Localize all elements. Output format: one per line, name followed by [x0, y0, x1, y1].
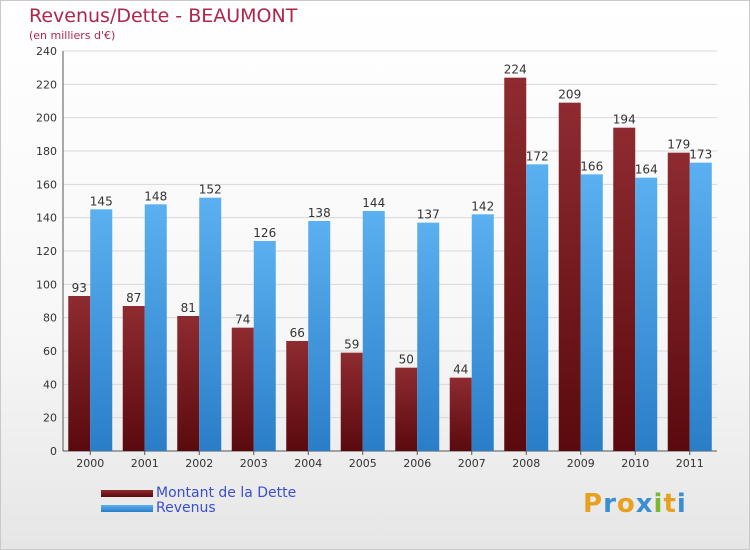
bar-dette	[122, 306, 145, 451]
bar-dette	[558, 102, 581, 452]
bar-revenus	[308, 221, 331, 451]
data-label-dette: 59	[344, 338, 359, 352]
data-label-dette: 74	[235, 313, 250, 327]
data-label-dette: 209	[558, 88, 581, 102]
y-tick-label: 60	[43, 345, 57, 358]
proxiti-logo: Proxiti	[583, 489, 687, 519]
legend-label-revenus: Revenus	[156, 500, 216, 516]
y-tick-label: 0	[50, 445, 57, 458]
data-label-revenus: 145	[90, 194, 113, 208]
bar-revenus	[635, 177, 658, 451]
data-labels: 93 145 87 148 81 152 74 126 66 138 59 144 50 137 44 142…	[72, 63, 713, 377]
y-tick-label: 80	[43, 312, 57, 325]
data-label-revenus: 137	[417, 208, 440, 222]
x-tick-label: 2001	[131, 457, 159, 470]
bar-dette	[667, 152, 690, 451]
axes	[62, 51, 717, 455]
bar-revenus	[689, 162, 712, 451]
data-label-revenus: 172	[526, 149, 549, 163]
gridlines	[63, 50, 717, 452]
data-label-dette: 194	[613, 113, 636, 127]
x-tick-label: 2004	[294, 457, 322, 470]
data-label-dette: 87	[126, 291, 141, 305]
data-label-dette: 81	[181, 301, 196, 315]
y-tick-label: 140	[36, 212, 57, 225]
x-tick-label: 2003	[240, 457, 268, 470]
bar-revenus	[90, 209, 113, 451]
bar-dette	[68, 296, 91, 451]
legend-swatch-dette	[101, 490, 153, 497]
bar-revenus	[199, 197, 222, 451]
bar-dette	[449, 377, 472, 451]
y-tick-label: 120	[36, 245, 57, 258]
logo-letter: i	[676, 489, 687, 519]
y-tick-label: 240	[36, 45, 57, 58]
y-tick-label: 200	[36, 112, 57, 125]
logo-letter: r	[603, 489, 617, 519]
data-label-revenus: 152	[199, 183, 222, 197]
bar-revenus	[144, 204, 167, 451]
x-tick-label: 2000	[76, 457, 104, 470]
data-label-revenus: 126	[253, 226, 276, 240]
logo-letter: t	[663, 489, 677, 519]
x-tick-label: 2002	[185, 457, 213, 470]
data-label-dette: 93	[72, 281, 87, 295]
logo-letter: i	[653, 489, 664, 519]
y-tick-label: 160	[36, 178, 57, 191]
data-label-revenus: 142	[471, 199, 494, 213]
legend-label-dette: Montant de la Dette	[156, 485, 297, 501]
x-tick-label: 2011	[676, 457, 704, 470]
y-tick-label: 40	[43, 378, 57, 391]
y-tick-label: 20	[43, 412, 57, 425]
bar-revenus	[471, 214, 494, 451]
logo-letter: o	[616, 489, 636, 519]
data-label-revenus: 144	[362, 196, 385, 210]
bar-revenus	[580, 174, 603, 452]
data-label-dette: 50	[399, 353, 414, 367]
data-label-dette: 44	[453, 363, 468, 377]
bar-dette	[504, 77, 527, 452]
chart-title: Revenus/Dette - BEAUMONT	[29, 5, 298, 27]
data-label-revenus: 173	[689, 148, 712, 162]
y-tick-label: 100	[36, 278, 57, 291]
bar-dette	[395, 367, 418, 451]
data-label-dette: 66	[290, 326, 305, 340]
bar-revenus	[526, 164, 549, 452]
legend-swatch-revenus	[101, 505, 153, 512]
bar-revenus	[362, 211, 385, 451]
bar-dette	[613, 127, 636, 452]
data-label-revenus: 148	[144, 189, 167, 203]
data-label-dette: 224	[504, 63, 527, 77]
x-tick-label: 2007	[458, 457, 486, 470]
bar-dette	[286, 341, 309, 451]
data-label-revenus: 138	[308, 206, 331, 220]
x-tick-label: 2009	[567, 457, 595, 470]
x-tick-label: 2008	[512, 457, 540, 470]
data-label-dette: 179	[667, 138, 690, 152]
bar-dette	[231, 327, 254, 451]
y-tick-label: 220	[36, 78, 57, 91]
tick-labels: 0 20 40 60 80 100 120 140 160 180 200 220 240 2000 200…	[36, 45, 704, 470]
logo-letter: x	[635, 489, 654, 519]
y-tick-label: 180	[36, 145, 57, 158]
bar-revenus	[417, 222, 440, 451]
x-tick-label: 2006	[403, 457, 431, 470]
bar-revenus	[253, 241, 276, 451]
bars	[68, 77, 712, 452]
x-tick-label: 2010	[621, 457, 649, 470]
data-label-revenus: 164	[635, 163, 658, 177]
data-label-revenus: 166	[580, 159, 603, 173]
bar-dette	[177, 316, 200, 451]
bar-dette	[340, 352, 363, 451]
logo-letter: P	[583, 489, 604, 519]
x-tick-label: 2005	[349, 457, 377, 470]
chart-subtitle: (en milliers d'€)	[29, 29, 116, 42]
